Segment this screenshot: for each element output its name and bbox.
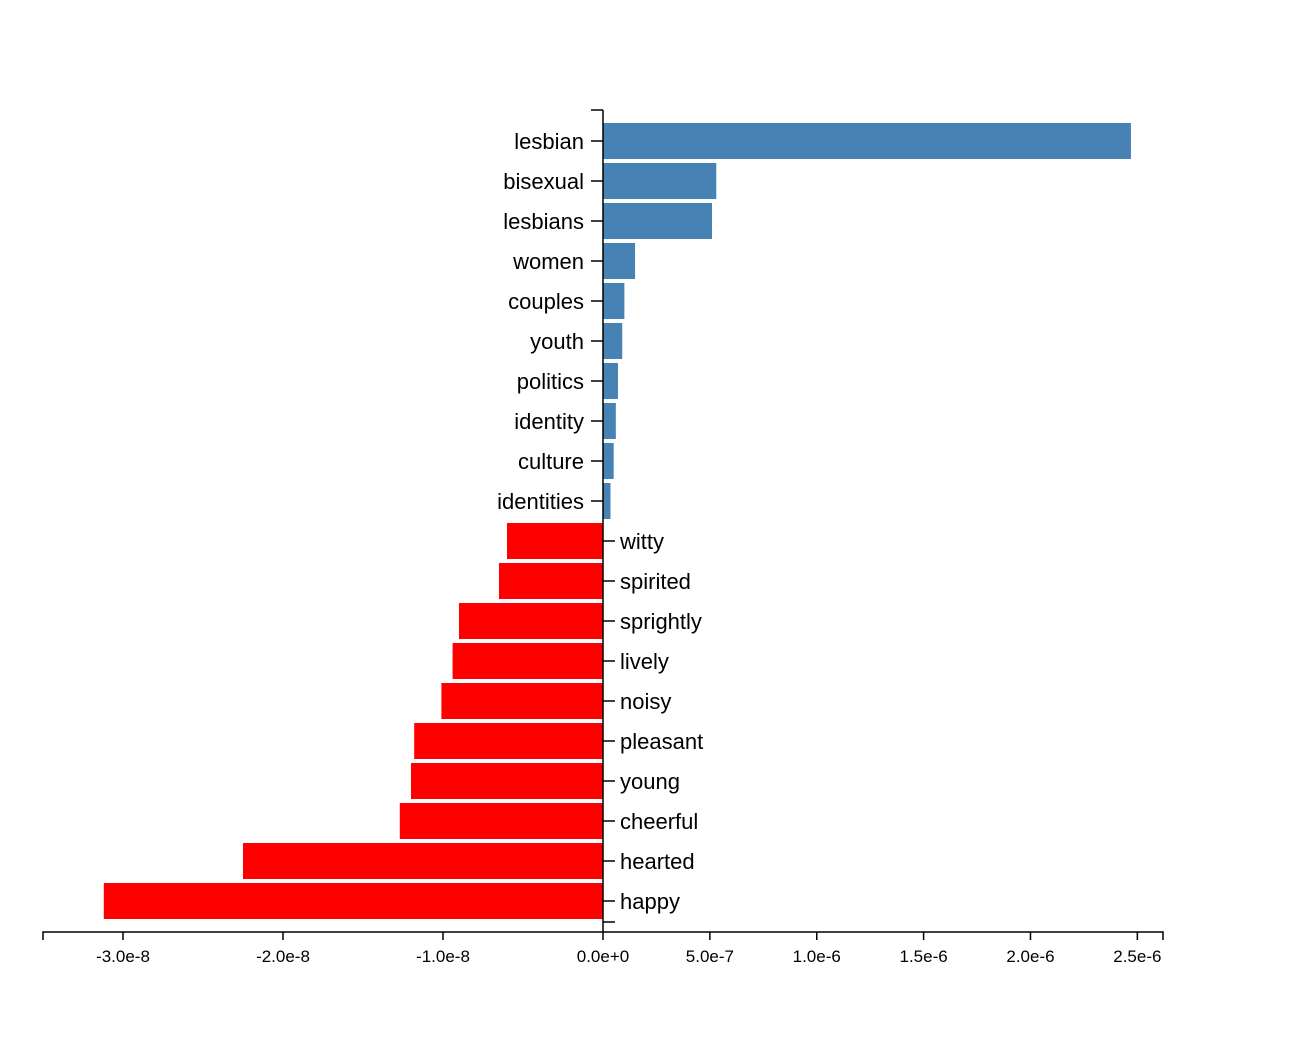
y-ticks-group xyxy=(591,109,615,923)
category-label-lesbian: lesbian xyxy=(514,129,584,154)
category-label-bisexual: bisexual xyxy=(503,169,584,194)
x-tick-label: 2.0e-6 xyxy=(1006,947,1054,966)
category-label-witty: witty xyxy=(619,529,664,554)
bar-women xyxy=(603,243,636,279)
category-label-noisy: noisy xyxy=(620,689,671,714)
x-tick-label: 1.5e-6 xyxy=(900,947,948,966)
category-label-youth: youth xyxy=(530,329,584,354)
bar-sprightly xyxy=(459,603,603,639)
bar-witty xyxy=(507,523,603,559)
bar-spirited xyxy=(499,563,603,599)
x-ticks-group: -3.0e-8 -2.0e-8 -1.0e-8 0.0e+0 5.0e-7 1.0e-6 1… xyxy=(96,932,1161,966)
category-label-spirited: spirited xyxy=(620,569,691,594)
bar-identities xyxy=(603,483,611,519)
bar-youth xyxy=(603,323,623,359)
bar-noisy xyxy=(441,683,603,719)
category-label-culture: culture xyxy=(518,449,584,474)
bars-group xyxy=(103,123,1131,919)
category-label-identities: identities xyxy=(497,489,584,514)
bar-couples xyxy=(603,283,625,319)
category-label-lesbians: lesbians xyxy=(503,209,584,234)
category-label-identity: identity xyxy=(514,409,584,434)
bar-bisexual xyxy=(603,163,717,199)
category-label-couples: couples xyxy=(508,289,584,314)
x-tick-label: 0.0e+0 xyxy=(577,947,629,966)
bar-young xyxy=(411,763,603,799)
bar-identity xyxy=(603,403,616,439)
category-label-politics: politics xyxy=(517,369,584,394)
bar-lesbians xyxy=(603,203,713,239)
x-tick-label: 1.0e-6 xyxy=(793,947,841,966)
bar-lesbian xyxy=(603,123,1131,159)
category-labels-group: lesbian bisexual lesbians women couples youth… xyxy=(497,129,703,914)
bar-pleasant xyxy=(414,723,603,759)
x-tick-label: -1.0e-8 xyxy=(416,947,470,966)
bar-politics xyxy=(603,363,618,399)
x-tick-label: 5.0e-7 xyxy=(686,947,734,966)
category-label-cheerful: cheerful xyxy=(620,809,698,834)
category-label-pleasant: pleasant xyxy=(620,729,703,754)
bar-hearted xyxy=(243,843,603,879)
x-tick-label: -2.0e-8 xyxy=(256,947,310,966)
bar-cheerful xyxy=(399,803,603,839)
bar-culture xyxy=(603,443,614,479)
category-label-hearted: hearted xyxy=(620,849,695,874)
bar-lively xyxy=(452,643,603,679)
category-label-happy: happy xyxy=(620,889,680,914)
category-label-sprightly: sprightly xyxy=(620,609,702,634)
bar-happy xyxy=(103,883,604,919)
category-label-women: women xyxy=(512,249,584,274)
x-tick-label: -3.0e-8 xyxy=(96,947,150,966)
category-label-young: young xyxy=(620,769,680,794)
x-tick-label: 2.5e-6 xyxy=(1113,947,1161,966)
category-label-lively: lively xyxy=(620,649,669,674)
